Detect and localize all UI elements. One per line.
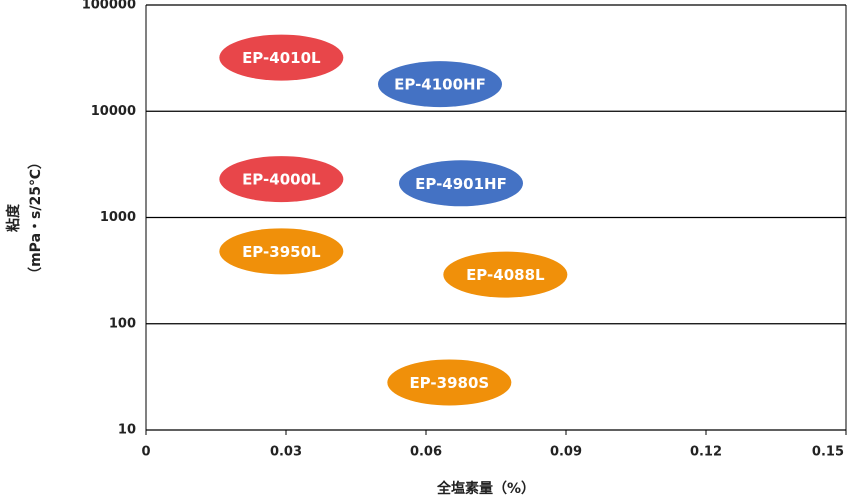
point-label: EP-4088L (466, 266, 545, 284)
point (399, 160, 523, 207)
point-label: EP-4901HF (415, 175, 507, 193)
point-label: EP-4000L (242, 171, 321, 189)
point (443, 251, 568, 298)
point (219, 228, 344, 275)
point (219, 34, 344, 81)
point-label: EP-3980S (409, 374, 489, 392)
y-axis-title: （mPa・s/25℃） (28, 155, 44, 281)
x-tick-label: 0.12 (690, 445, 722, 460)
y-tick-label: 100 (109, 316, 136, 331)
point (219, 156, 344, 203)
x-tick-label: 0 (141, 445, 150, 460)
x-tick-label: 0.03 (270, 445, 302, 460)
x-axis-title: 全塩素量（%） (436, 480, 535, 497)
point (387, 359, 512, 406)
x-tick-label: 0.06 (410, 445, 442, 460)
y-tick-label: 100000 (82, 0, 136, 13)
y-tick-label: 1000 (100, 210, 136, 225)
point-label: EP-4010L (242, 49, 321, 67)
x-tick-label: 0.15 (812, 445, 844, 460)
y-axis-title: 粘度 (5, 203, 22, 232)
point (378, 61, 502, 108)
x-tick-label: 0.09 (550, 445, 582, 460)
y-tick-label: 10 (118, 423, 136, 438)
point-label: EP-3950L (242, 243, 321, 261)
point-label: EP-4100HF (394, 76, 486, 94)
y-tick-label: 10000 (91, 104, 136, 119)
